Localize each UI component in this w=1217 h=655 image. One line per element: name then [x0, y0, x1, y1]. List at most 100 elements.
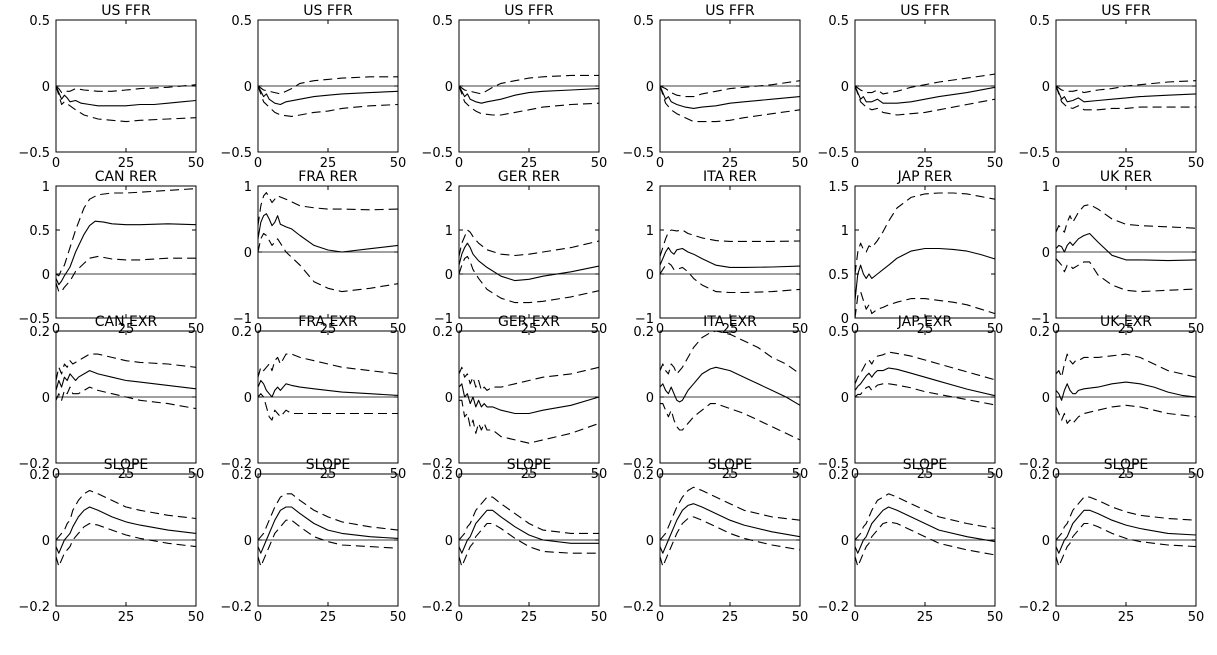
panel-9-ytick-label: −1 — [434, 312, 453, 327]
panel-16-response-line — [659, 366, 801, 406]
panel-18-title: UK EXR — [1100, 314, 1152, 330]
panel-12-ytick-label: −1 — [1031, 312, 1050, 327]
panel-6-xtick-label: 25 — [1118, 156, 1135, 171]
panel-2-xtick-label: 0 — [254, 156, 262, 171]
panel-5-xtick-label: 25 — [917, 156, 934, 171]
panel-20-band-line-2 — [257, 519, 399, 567]
panel-19-band-line-2 — [55, 522, 197, 567]
panel-24-xtick-label: 50 — [1188, 610, 1205, 625]
panel-5-xtick-label: 0 — [851, 156, 859, 171]
panel-6-band-line-1 — [1055, 80, 1197, 94]
panel-3-title: US FFR — [504, 3, 554, 19]
panel-12-ytick-label: 1 — [1042, 180, 1050, 195]
panel-7-axes-box — [55, 185, 197, 319]
panel-11-band-line-1 — [854, 192, 996, 275]
panel-3-xtick-label: 50 — [591, 156, 608, 171]
panel-4-ytick-label: 0 — [646, 80, 654, 95]
panel-20-xtick-label: 50 — [390, 610, 407, 625]
panel-9-xtick-label: 50 — [591, 322, 608, 337]
panel-3-xtick-label: 25 — [521, 156, 538, 171]
panel-14-ytick-label: −0.2 — [220, 457, 252, 472]
panel-8-ytick-label: 0 — [244, 246, 252, 261]
panel-9-axes-box — [458, 185, 600, 319]
panel-3-band-line-2 — [458, 85, 600, 116]
panel-23-response-line — [854, 506, 996, 554]
panel-15-response-line — [458, 383, 600, 415]
panel-1-xtick-label: 50 — [188, 156, 205, 171]
panel-1-xtick-label: 0 — [52, 156, 60, 171]
panel-19-band-line-1 — [55, 489, 197, 541]
panel-21-xtick-label: 0 — [455, 610, 463, 625]
panel-24-ytick-label: 0.2 — [1029, 468, 1050, 483]
panel-4-xtick-label: 50 — [792, 156, 809, 171]
panel-10-band-line-1 — [659, 229, 801, 257]
panel-17-ytick-label: 0 — [841, 391, 849, 406]
panel-7-band-line-2 — [55, 255, 196, 293]
panel-14-band-line-2 — [257, 393, 398, 421]
panel-4-ytick-label: −0.5 — [622, 146, 654, 161]
panel-23-xtick-label: 0 — [851, 610, 859, 625]
panel-9-ytick-label: 1 — [445, 224, 453, 239]
panel-19-ytick-label: 0 — [42, 534, 50, 549]
panel-16-ytick-label: 0.2 — [633, 325, 654, 340]
panel-8-ytick-label: −1 — [233, 312, 252, 327]
panel-8-xtick-label: 25 — [320, 322, 337, 337]
panel-9-ytick-label: 0 — [445, 268, 453, 283]
panel-11-ytick-label: 1.5 — [828, 180, 849, 195]
panel-7-xtick-label: 0 — [52, 322, 60, 337]
panel-10-xtick-label: 50 — [792, 322, 809, 337]
panel-16-band-line-1 — [659, 330, 801, 375]
panel-24-ytick-label: 0 — [1042, 534, 1050, 549]
panel-2-ytick-label: 0.5 — [231, 14, 252, 29]
panel-19-xtick-label: 25 — [118, 610, 135, 625]
panel-14-title: FRA EXR — [298, 314, 358, 330]
panel-20-ytick-label: −0.2 — [220, 600, 252, 615]
panel-11-ytick-label: 1 — [841, 224, 849, 239]
panel-8-title: FRA RER — [298, 169, 358, 185]
panel-5-response-line — [854, 85, 996, 104]
panel-21-response-line — [458, 509, 599, 554]
panel-21-xtick-label: 25 — [521, 610, 538, 625]
panel-11-xtick-label: 25 — [917, 322, 934, 337]
panel-5-ytick-label: −0.5 — [817, 146, 849, 161]
panel-19-xtick-label: 0 — [52, 610, 60, 625]
panel-14-ytick-label: 0 — [244, 391, 252, 406]
panel-3-ytick-label: −0.5 — [421, 146, 453, 161]
panel-3-ytick-label: 0.5 — [432, 14, 453, 29]
panel-4-band-line-1 — [659, 80, 801, 98]
panel-4-response-line — [659, 85, 801, 109]
panel-2-band-line-1 — [257, 76, 398, 95]
panel-2-xtick-label: 25 — [320, 156, 337, 171]
panel-7-title: CAN RER — [95, 169, 158, 185]
panel-13-title: CAN EXR — [95, 314, 158, 330]
panel-7-band-line-1 — [55, 188, 197, 277]
panel-19-xtick-label: 50 — [188, 610, 205, 625]
panel-1-title: US FFR — [101, 3, 151, 19]
panel-9-xtick-label: 25 — [521, 322, 538, 337]
panel-24-response-line — [1055, 509, 1197, 554]
panel-11-ytick-label: 0 — [841, 312, 849, 327]
panel-23-xtick-label: 25 — [917, 610, 934, 625]
panel-2-band-line-2 — [257, 85, 399, 117]
panel-1-response-line — [55, 85, 197, 107]
panel-21-ytick-label: −0.2 — [421, 600, 453, 615]
panel-5-ytick-label: 0.5 — [828, 14, 849, 29]
panel-24-band-line-2 — [1055, 522, 1197, 567]
panel-6-response-line — [1055, 85, 1197, 103]
panel-3-xtick-label: 0 — [455, 156, 463, 171]
panel-1-ytick-label: 0 — [42, 80, 50, 95]
panel-22-xtick-label: 25 — [722, 610, 739, 625]
panel-22-ytick-label: −0.2 — [622, 600, 654, 615]
panel-10-response-line — [659, 247, 801, 268]
panel-8-response-line — [257, 213, 399, 253]
panel-10-ytick-label: 0 — [646, 268, 654, 283]
panel-19-response-line — [55, 506, 197, 554]
panel-19-title: SLOPE — [104, 457, 149, 473]
